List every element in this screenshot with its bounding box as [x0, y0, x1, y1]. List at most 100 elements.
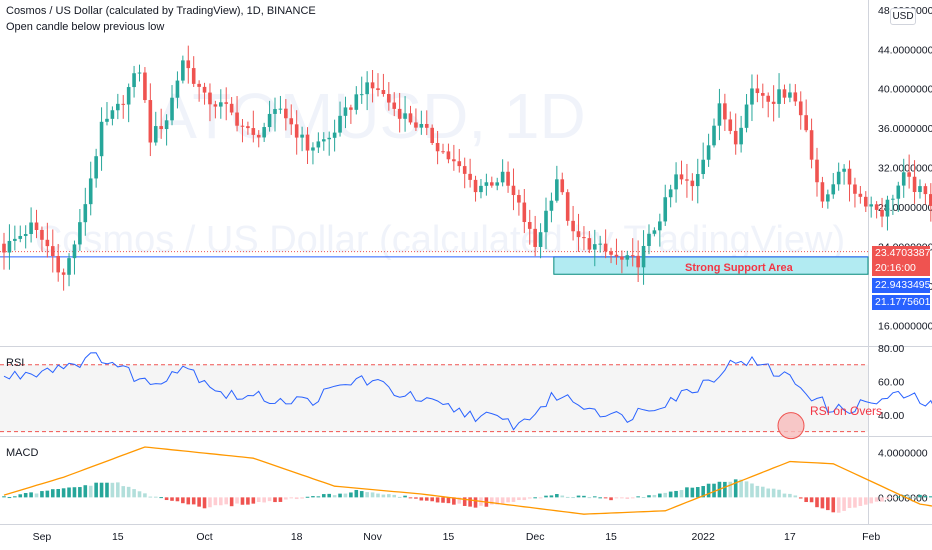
candle-body — [668, 189, 673, 198]
rsi-line — [3, 352, 932, 431]
macd-histogram-bar — [723, 481, 727, 498]
candle-body — [105, 118, 109, 122]
last-price-tag: 23.4703387 — [872, 246, 930, 261]
macd-histogram-bar — [614, 497, 619, 499]
candle-body — [430, 127, 434, 143]
time-tick-label: 2022 — [692, 531, 716, 543]
macd-histogram-bar — [305, 496, 310, 498]
watermark: ATOMUSD, 1D Cosmos / US Dollar (calculate… — [35, 80, 845, 261]
macd-histogram-bar — [397, 496, 402, 498]
candle-body — [701, 159, 705, 175]
macd-histogram-bar — [831, 497, 836, 513]
macd-histogram-bar — [869, 497, 873, 504]
candle-body — [381, 90, 386, 95]
candle-body — [847, 168, 852, 185]
candle-body — [219, 102, 223, 107]
candle-body — [647, 233, 651, 246]
macd-histogram-bar — [72, 487, 77, 498]
candle-body — [256, 134, 261, 138]
candle-body — [804, 115, 808, 131]
countdown-tag: 20:16:00 — [872, 261, 930, 276]
candle-body — [473, 179, 478, 193]
candle-body — [495, 182, 500, 186]
candle-body — [842, 168, 846, 172]
macd-histogram-bar — [18, 494, 23, 498]
macd-histogram-bar — [766, 488, 771, 498]
candle-body — [397, 108, 402, 119]
candle-body — [750, 88, 754, 105]
macd-histogram-bar — [847, 497, 852, 509]
candle-body — [191, 68, 196, 84]
macd-histogram-bar — [544, 495, 548, 498]
macd-histogram-bar — [45, 490, 50, 498]
candle-body — [126, 87, 131, 105]
macd-histogram-bar — [685, 487, 689, 498]
candle-body — [181, 60, 185, 81]
chart-title: Cosmos / US Dollar (calculated by Tradin… — [6, 5, 316, 17]
macd-histogram-bar — [571, 497, 575, 499]
macd-histogram-bar — [728, 481, 733, 498]
time-tick-label: 15 — [605, 531, 617, 543]
macd-histogram-bar — [820, 497, 825, 509]
candle-body — [598, 243, 602, 245]
time-tick-label: 15 — [112, 531, 124, 543]
candle-body — [695, 174, 700, 187]
macd-histogram-bar — [668, 491, 673, 498]
candle-body — [923, 186, 928, 195]
candle-body — [110, 110, 115, 119]
macd-histogram-bar — [663, 492, 668, 498]
candle-body — [571, 220, 575, 232]
time-tick-label: Sep — [33, 531, 52, 543]
candle-body — [72, 244, 77, 259]
macd-histogram-bar — [712, 483, 716, 498]
candle-body — [479, 185, 483, 193]
macd-histogram-bar — [706, 483, 711, 498]
support-high-tag: 22.9433495 — [872, 278, 930, 293]
candle-body — [880, 209, 884, 217]
candle-body — [2, 243, 6, 253]
currency-badge[interactable]: USD — [890, 8, 916, 25]
macd-histogram-bar — [500, 497, 505, 504]
candle-body — [630, 255, 635, 257]
rsi-tick-label: 40.00 — [878, 410, 904, 422]
candle-body — [490, 182, 494, 186]
macd-histogram-bar — [809, 497, 814, 503]
candle-body — [658, 221, 662, 231]
macd-histogram-bar — [7, 497, 12, 499]
candle-body — [885, 199, 890, 217]
candle-body — [587, 238, 592, 250]
macd-histogram-bar — [777, 489, 781, 498]
candle-body — [273, 109, 277, 114]
candle-body — [88, 178, 93, 205]
macd-histogram-bar — [359, 491, 364, 498]
macd-histogram-bar — [387, 494, 391, 498]
candle-body — [121, 103, 126, 105]
candle-body — [446, 151, 451, 160]
macd-histogram-bar — [132, 489, 136, 498]
macd-histogram-bar — [273, 497, 277, 503]
macd-histogram-bar — [316, 496, 321, 498]
candle-body — [522, 202, 527, 223]
rsi-tick-label: 60.00 — [878, 376, 904, 388]
macd-histogram-bar — [67, 487, 71, 498]
macd-histogram-bar — [23, 492, 28, 498]
candle-body — [544, 210, 548, 233]
macd-histogram-bar — [240, 497, 245, 505]
candle-body — [208, 92, 212, 105]
macd-histogram-bar — [874, 497, 879, 502]
macd-histogram-bar — [78, 487, 82, 498]
macd-histogram-bar — [739, 479, 743, 498]
macd-histogram-bar — [582, 495, 586, 498]
watermark-description: Cosmos / US Dollar (calculated by Tradin… — [35, 219, 845, 261]
candle-body — [267, 113, 272, 128]
candle-body — [815, 159, 819, 183]
candle-body — [679, 174, 684, 180]
indicator-subtitle: Open candle below previous low — [6, 21, 165, 33]
macd-histogram-bar — [788, 493, 792, 498]
macd-histogram-bar — [522, 497, 527, 501]
candle-body — [343, 107, 348, 116]
candle-body — [414, 122, 418, 128]
candle-body — [305, 134, 310, 151]
time-tick-label: Feb — [862, 531, 880, 543]
